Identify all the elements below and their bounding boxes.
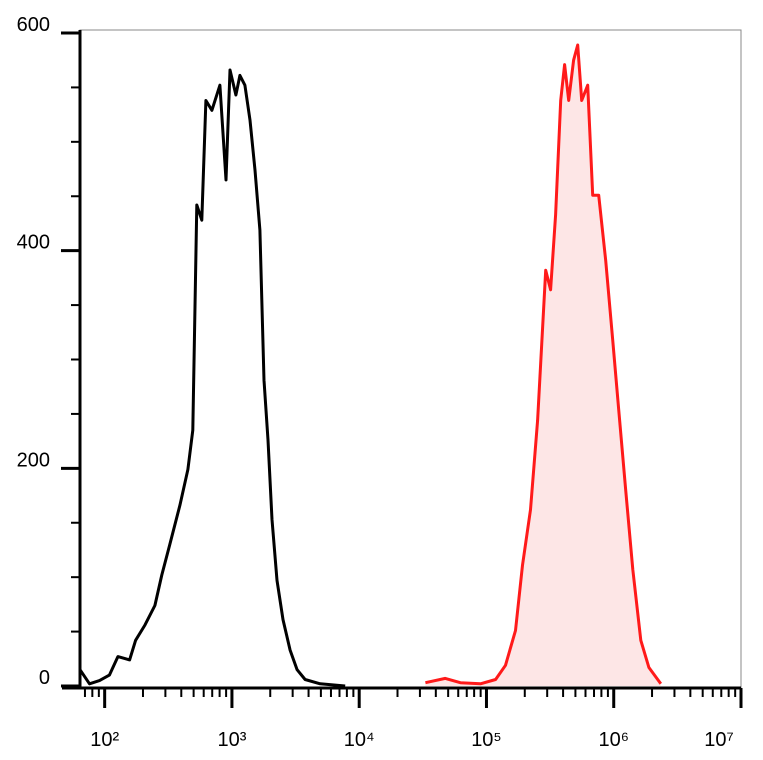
- x-tick-label: 10²: [90, 729, 119, 751]
- y-tick-label: 400: [17, 232, 50, 254]
- series-area: [425, 45, 661, 686]
- x-tick-label: 10⁵: [471, 729, 502, 751]
- series-line: [425, 43, 663, 686]
- x-tick-label: 10³: [217, 729, 246, 751]
- x-tick-label: 10⁷: [704, 729, 733, 751]
- y-tick-label: 600: [17, 14, 50, 36]
- marks: [78, 43, 663, 688]
- y-tick-label: 200: [17, 449, 50, 471]
- plot-frame: [79, 29, 742, 689]
- x-tick-label: 10⁴: [344, 729, 375, 751]
- y-tick-label: 0: [39, 667, 50, 689]
- x-tick-label: 10⁶: [598, 729, 628, 751]
- series-line: [78, 68, 346, 688]
